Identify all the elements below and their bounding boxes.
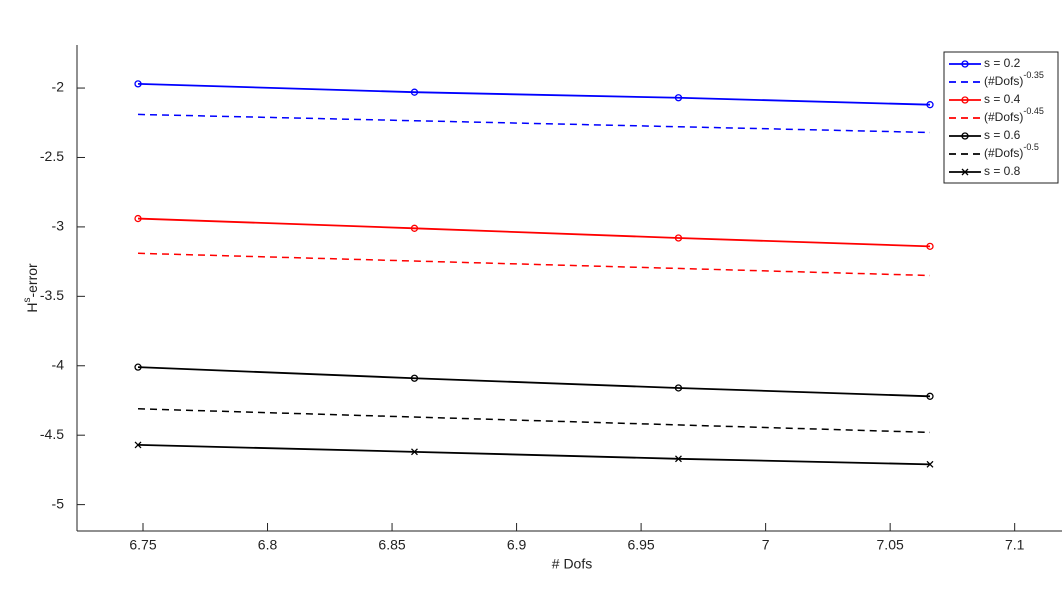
marker xyxy=(134,80,142,88)
y-tick-label: -3 xyxy=(52,218,65,234)
x-tick-label: 6.9 xyxy=(507,537,527,553)
x-tick-label: 6.8 xyxy=(258,537,278,553)
marker xyxy=(134,441,142,449)
legend-sup: -0.45 xyxy=(1023,106,1044,116)
marker xyxy=(961,96,969,104)
legend-label: s = 0.8 xyxy=(984,164,1021,178)
series-line xyxy=(138,113,931,134)
legend-sup: -0.5 xyxy=(1023,142,1039,152)
legend-label: (#Dofs)-0.45 xyxy=(984,106,1044,124)
marker xyxy=(411,448,418,456)
marker xyxy=(674,234,683,242)
legend-name: (#Dofs) xyxy=(984,146,1023,160)
legend-name: s = 0.4 xyxy=(984,92,1021,106)
marker xyxy=(961,168,969,176)
legend-label: s = 0.6 xyxy=(984,128,1021,142)
marker xyxy=(674,94,683,102)
marker xyxy=(926,460,934,468)
legend-sup: -0.35 xyxy=(1023,70,1044,80)
marker xyxy=(134,363,142,371)
x-tick-label: 6.85 xyxy=(378,537,405,553)
y-tick-label: -2 xyxy=(52,79,65,95)
marker xyxy=(410,374,419,382)
marker xyxy=(134,214,142,223)
y-tick-label: -2.5 xyxy=(40,148,64,164)
legend-label: s = 0.2 xyxy=(984,56,1021,70)
x-tick-label: 7 xyxy=(762,537,770,553)
x-tick-label: 6.75 xyxy=(129,537,156,553)
x-tick-label: 6.95 xyxy=(627,537,654,553)
y-tick-label: -4 xyxy=(52,356,65,372)
marker xyxy=(926,392,934,400)
legend-label: (#Dofs)-0.35 xyxy=(984,70,1044,88)
series-line xyxy=(137,217,931,248)
marker xyxy=(410,224,419,232)
y-label-rest: -error xyxy=(24,263,40,298)
marker xyxy=(961,60,969,68)
marker xyxy=(926,242,934,250)
series-line xyxy=(137,252,931,277)
marker xyxy=(961,132,969,140)
series-line xyxy=(137,82,931,106)
y-label-sup: s xyxy=(22,298,33,303)
series-line xyxy=(137,408,931,434)
marker xyxy=(674,384,683,392)
y-tick-label: -5 xyxy=(52,495,65,511)
y-tick-label: -3.5 xyxy=(40,287,64,303)
legend-name: s = 0.2 xyxy=(984,56,1021,70)
x-tick-label: 7.1 xyxy=(1005,537,1025,553)
legend-name: s = 0.8 xyxy=(984,164,1021,178)
legend-label: s = 0.4 xyxy=(984,92,1021,106)
x-tick-label: 7.05 xyxy=(877,537,904,553)
legend-name: s = 0.6 xyxy=(984,128,1021,142)
series-line xyxy=(137,366,931,398)
marker xyxy=(675,455,682,463)
x-axis-label: # Dofs xyxy=(552,556,592,572)
marker xyxy=(926,101,934,109)
legend: s = 0.2(#Dofs)-0.35s = 0.4(#Dofs)-0.45s … xyxy=(943,51,1059,184)
y-axis-label: Hs-error xyxy=(22,263,40,313)
legend-name: (#Dofs) xyxy=(984,110,1023,124)
series-line xyxy=(137,444,931,466)
y-tick-label: -4.5 xyxy=(40,426,64,442)
marker xyxy=(410,88,419,96)
legend-label: (#Dofs)-0.5 xyxy=(984,142,1039,160)
y-label-base: H xyxy=(24,303,40,313)
legend-name: (#Dofs) xyxy=(984,74,1023,88)
